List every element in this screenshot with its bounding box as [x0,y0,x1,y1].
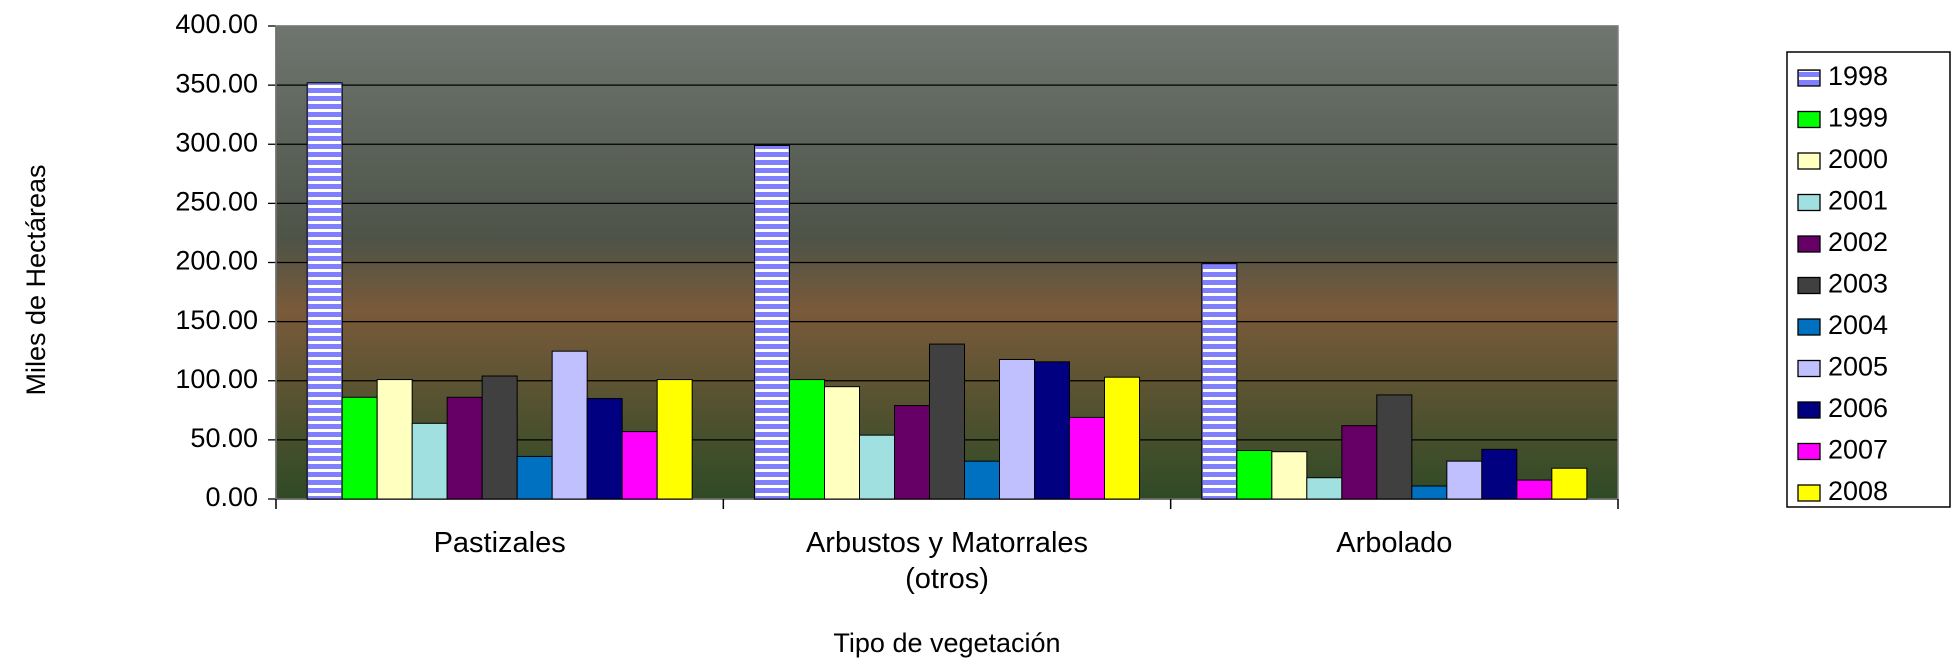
legend-swatch [1797,484,1821,502]
bar [1481,448,1518,500]
legend-label: 2008 [1828,476,1888,506]
bar [481,375,518,500]
bar [859,434,895,500]
bar [586,397,623,500]
bar [446,396,483,500]
legend-swatch [1797,276,1821,295]
legend-label: 2004 [1828,310,1888,340]
bar [1069,416,1105,500]
bar [341,396,378,500]
legend-label: 2002 [1828,227,1888,257]
y-tick-label: 250.00 [175,187,258,217]
x-tick-label: Arbolado [1336,527,1453,559]
bar [1411,485,1448,500]
x-axis-title: Tipo de vegetación [833,628,1060,658]
legend-swatch [1797,235,1821,253]
bar [1104,376,1140,500]
bar [789,379,825,500]
bar-pattern [1202,264,1236,498]
bar [1034,361,1070,500]
legend-swatch [1797,318,1821,336]
y-axis-title: Miles de Hectáreas [21,164,51,395]
legend-label: 2006 [1828,393,1888,423]
y-tick-label: 350.00 [175,68,258,98]
bar [411,422,448,500]
legend-label: 2001 [1828,186,1888,216]
legend-swatch [1797,401,1821,419]
legend-label: 2007 [1828,435,1888,465]
legend-swatch [1797,110,1821,129]
bar [656,379,693,500]
bar [1516,479,1553,500]
bar [621,431,658,500]
bar [1306,477,1343,500]
legend-swatch-pattern [1799,71,1819,85]
y-tick-label: 100.00 [175,364,258,394]
legend-label: 1998 [1828,61,1888,91]
y-tick-label: 50.00 [190,423,258,453]
bar [894,405,930,500]
y-tick-label: 400.00 [175,9,258,39]
legend-swatch [1797,193,1821,212]
bar [376,379,413,500]
bar [551,350,588,500]
bar [516,455,553,500]
bar [1446,460,1483,500]
legend-label: 2003 [1828,269,1888,299]
bar [1271,451,1308,500]
bar [929,343,965,500]
x-tick-label: Arbustos y Matorrales (otros) [805,527,1089,595]
bar [1376,394,1413,500]
y-tick-label: 200.00 [175,246,258,276]
x-tick-label: Pastizales [433,527,566,559]
bar-pattern [755,146,789,498]
y-tick-label: 150.00 [175,305,258,335]
legend-label: 2000 [1828,144,1888,174]
bar [999,358,1035,500]
legend-swatch [1797,442,1821,461]
legend-label: 2005 [1828,352,1888,382]
bar [964,460,1000,500]
bar [1551,467,1588,500]
legend-label: 1999 [1828,103,1888,133]
bar [1341,425,1378,500]
bar-pattern [308,83,342,498]
y-tick-label: 0.00 [205,482,258,512]
y-tick-label: 300.00 [175,127,258,157]
bar [824,386,860,500]
legend-swatch [1797,359,1821,378]
legend-swatch [1797,152,1821,170]
bar [1236,450,1273,500]
